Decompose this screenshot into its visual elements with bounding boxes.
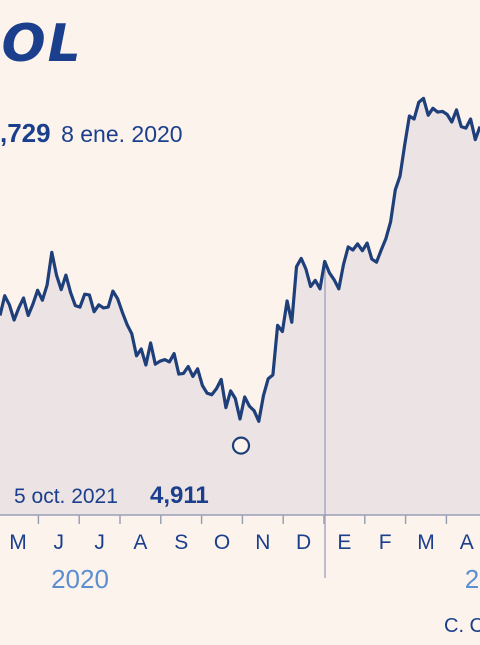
x-axis-ticks — [37, 515, 448, 524]
month-label: A — [460, 531, 474, 554]
month-label: J — [54, 531, 65, 554]
min-value-label: 4,911 — [150, 482, 209, 509]
month-label: A — [133, 531, 147, 554]
min-date-label: 5 oct. 2021 — [14, 485, 118, 508]
month-label: F — [379, 531, 392, 554]
month-label: M — [9, 531, 27, 554]
month-label: E — [337, 531, 351, 554]
max-annotation: ,729 8 ene. 2020 — [0, 118, 183, 149]
month-label: D — [296, 531, 311, 554]
month-label: J — [94, 531, 105, 554]
month-label: M — [417, 531, 435, 554]
series-area — [0, 98, 480, 516]
year-label: 2 — [465, 564, 479, 594]
year-labels: 2020 2 — [51, 564, 479, 594]
month-label: S — [174, 531, 188, 554]
year-label: 2020 — [51, 564, 109, 594]
month-label: O — [214, 531, 230, 554]
max-value: ,729 — [0, 118, 51, 148]
min-marker — [231, 436, 251, 455]
series-line — [0, 96, 480, 423]
month-label: N — [255, 531, 270, 554]
source-text: C. C — [444, 615, 480, 637]
brand-title: SOL — [0, 18, 83, 70]
max-date: 8 ene. 2020 — [61, 121, 183, 147]
